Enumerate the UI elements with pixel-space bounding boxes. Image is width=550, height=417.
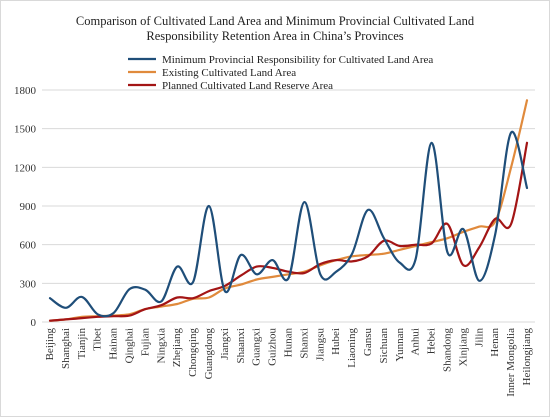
x-tick-label: Shanxi bbox=[298, 328, 310, 359]
legend-label: Existing Cultivated Land Area bbox=[162, 67, 296, 79]
series-line bbox=[48, 99, 529, 322]
x-tick-label: Tibet bbox=[92, 328, 104, 351]
x-tick-label: Shaanxi bbox=[235, 328, 247, 363]
x-tick-label: Qinghai bbox=[123, 328, 135, 363]
y-tick-label: 300 bbox=[20, 278, 37, 290]
legend-label: Minimum Provincial Responsibility for Cu… bbox=[162, 54, 433, 66]
x-tick-label: Shandong bbox=[442, 328, 454, 373]
x-tick-label: Anhui bbox=[410, 328, 422, 356]
x-tick-label: Gansu bbox=[362, 328, 374, 357]
y-tick-label: 1500 bbox=[14, 124, 37, 136]
x-tick-label: Jiangsu bbox=[314, 328, 326, 362]
x-tick-label: Ningxia bbox=[155, 328, 167, 364]
x-tick-label: Fujian bbox=[139, 328, 151, 357]
chart-title-line-1: Comparison of Cultivated Land Area and M… bbox=[75, 14, 475, 28]
x-tick-label: Henan bbox=[489, 328, 501, 357]
series-line bbox=[48, 141, 529, 322]
x-tick-label: Hubei bbox=[330, 328, 342, 355]
x-tick-label: Chongqing bbox=[187, 328, 199, 377]
x-tick-label: Sichuan bbox=[378, 328, 390, 364]
y-tick-label: 1200 bbox=[14, 162, 37, 174]
y-tick-label: 1800 bbox=[14, 85, 37, 97]
series-line bbox=[48, 130, 529, 318]
x-tick-label: Liaoning bbox=[346, 328, 358, 368]
y-tick-label: 900 bbox=[20, 201, 37, 213]
legend-label: Planned Cultivated Land Reserve Area bbox=[162, 80, 333, 92]
x-tick-label: Jiangxi bbox=[219, 328, 231, 360]
x-tick-label: Hunan bbox=[283, 328, 295, 358]
x-tick-label: Hainan bbox=[108, 328, 120, 360]
x-tick-label: Yunnan bbox=[394, 328, 406, 362]
x-tick-label: Guangxi bbox=[251, 328, 263, 366]
y-tick-label: 0 bbox=[31, 317, 37, 329]
x-tick-label: Guangdong bbox=[203, 328, 215, 380]
x-tick-label: Guizhou bbox=[267, 328, 279, 366]
x-tick-label: Beijing bbox=[44, 328, 56, 361]
x-tick-label: Jilin bbox=[473, 328, 485, 347]
x-tick-label: Hebei bbox=[426, 328, 438, 354]
x-tick-label: Zhejiang bbox=[171, 328, 183, 368]
chart-title-line-2: Responsibility Retention Area in China’s… bbox=[146, 29, 404, 43]
x-tick-label: Heilongjiang bbox=[521, 328, 533, 386]
x-tick-label: Shanghai bbox=[60, 328, 72, 369]
x-tick-label: Inner Mongolia bbox=[505, 328, 517, 397]
x-tick-label: Xinjiang bbox=[457, 328, 469, 367]
x-tick-label: Tianjin bbox=[76, 328, 88, 360]
y-tick-label: 600 bbox=[20, 240, 37, 252]
